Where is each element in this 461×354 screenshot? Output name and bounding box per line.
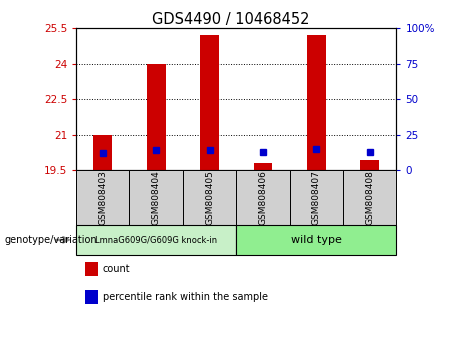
Bar: [200, 35, 219, 170]
Bar: [307, 35, 326, 170]
Bar: [254, 163, 272, 170]
Bar: [361, 160, 379, 170]
Text: GSM808405: GSM808405: [205, 170, 214, 225]
Text: percentile rank within the sample: percentile rank within the sample: [103, 292, 268, 302]
Text: GSM808408: GSM808408: [365, 170, 374, 225]
Text: genotype/variation: genotype/variation: [5, 235, 97, 245]
Text: GSM808406: GSM808406: [259, 170, 267, 225]
Text: wild type: wild type: [291, 235, 342, 245]
Text: GSM808403: GSM808403: [98, 170, 107, 225]
Text: GSM808407: GSM808407: [312, 170, 321, 225]
Text: GSM808404: GSM808404: [152, 170, 161, 225]
Text: count: count: [103, 264, 130, 274]
Bar: [94, 135, 112, 170]
Text: GDS4490 / 10468452: GDS4490 / 10468452: [152, 12, 309, 27]
Text: LmnaG609G/G609G knock-in: LmnaG609G/G609G knock-in: [95, 235, 217, 244]
Bar: [147, 64, 165, 170]
